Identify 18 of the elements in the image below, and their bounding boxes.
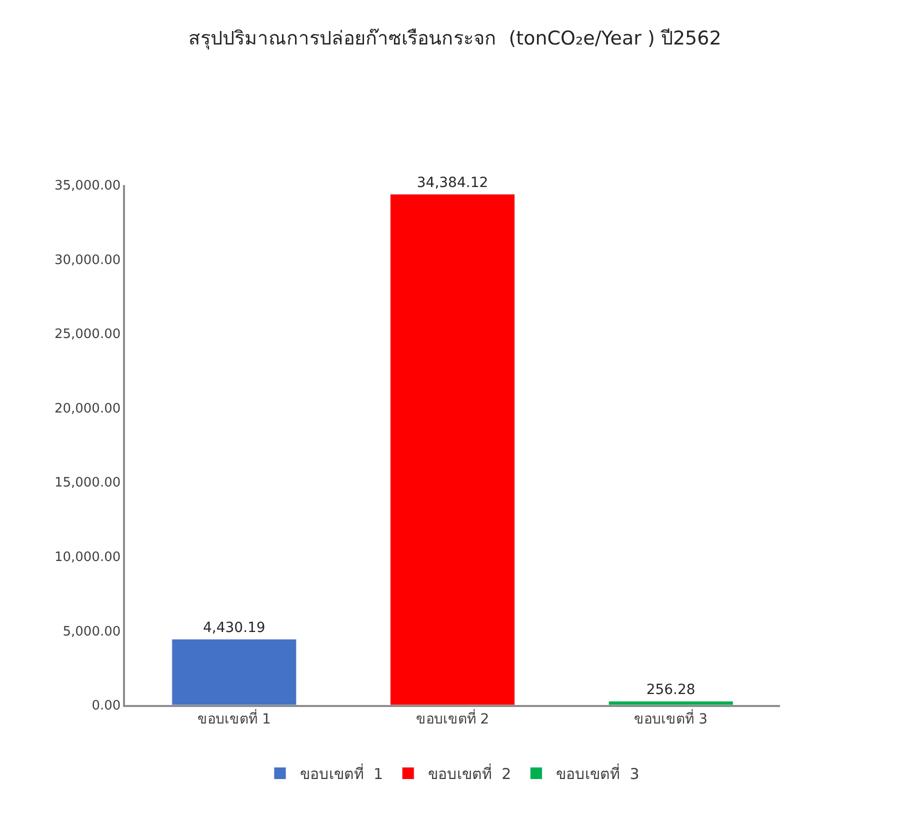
data-label: 4,430.19 (202, 620, 266, 636)
x-tick-label: ขอบเขตที่ 2 (416, 710, 490, 728)
y-tick-label: 0.00 (92, 698, 121, 714)
y-tick-label: 20,000.00 (54, 401, 121, 416)
legend-label: ขอบเขตที่ 3 (556, 763, 640, 784)
y-tick-label: 5,000.00 (62, 624, 121, 640)
y-tick-label: 25,000.00 (54, 327, 121, 342)
x-tick-label: ขอบเขตที่ 1 (197, 710, 271, 728)
legend-label: ขอบเขตที่ 2 (428, 763, 512, 784)
y-tick-label: 10,000.00 (54, 550, 121, 565)
y-tick-label: 15,000.00 (54, 476, 121, 491)
legend-label: ขอบเขตที่ 1 (300, 763, 384, 784)
data-label: 34,384.12 (416, 175, 488, 192)
y-tick-label: 35,000.00 (54, 178, 121, 194)
x-tick-label: ขอบเขตที่ 3 (634, 710, 708, 728)
data-label: 256.28 (646, 682, 696, 698)
chart-title: สรุปปริมาณการปล่อยก๊าซเรือนกระจก (tonCO₂e/Year ) ปี2562 (188, 27, 722, 50)
y-tick-label: 30,000.00 (54, 252, 121, 268)
